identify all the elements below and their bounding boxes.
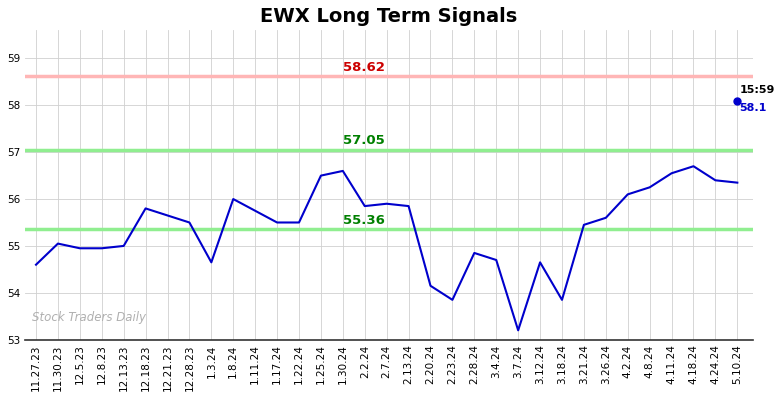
Text: 58.1: 58.1 [739,103,767,113]
Text: 57.05: 57.05 [343,135,385,148]
Text: 15:59: 15:59 [739,85,775,95]
Text: Stock Traders Daily: Stock Traders Daily [32,311,147,324]
Text: 55.36: 55.36 [343,214,385,227]
Title: EWX Long Term Signals: EWX Long Term Signals [260,7,517,26]
Text: 58.62: 58.62 [343,61,385,74]
